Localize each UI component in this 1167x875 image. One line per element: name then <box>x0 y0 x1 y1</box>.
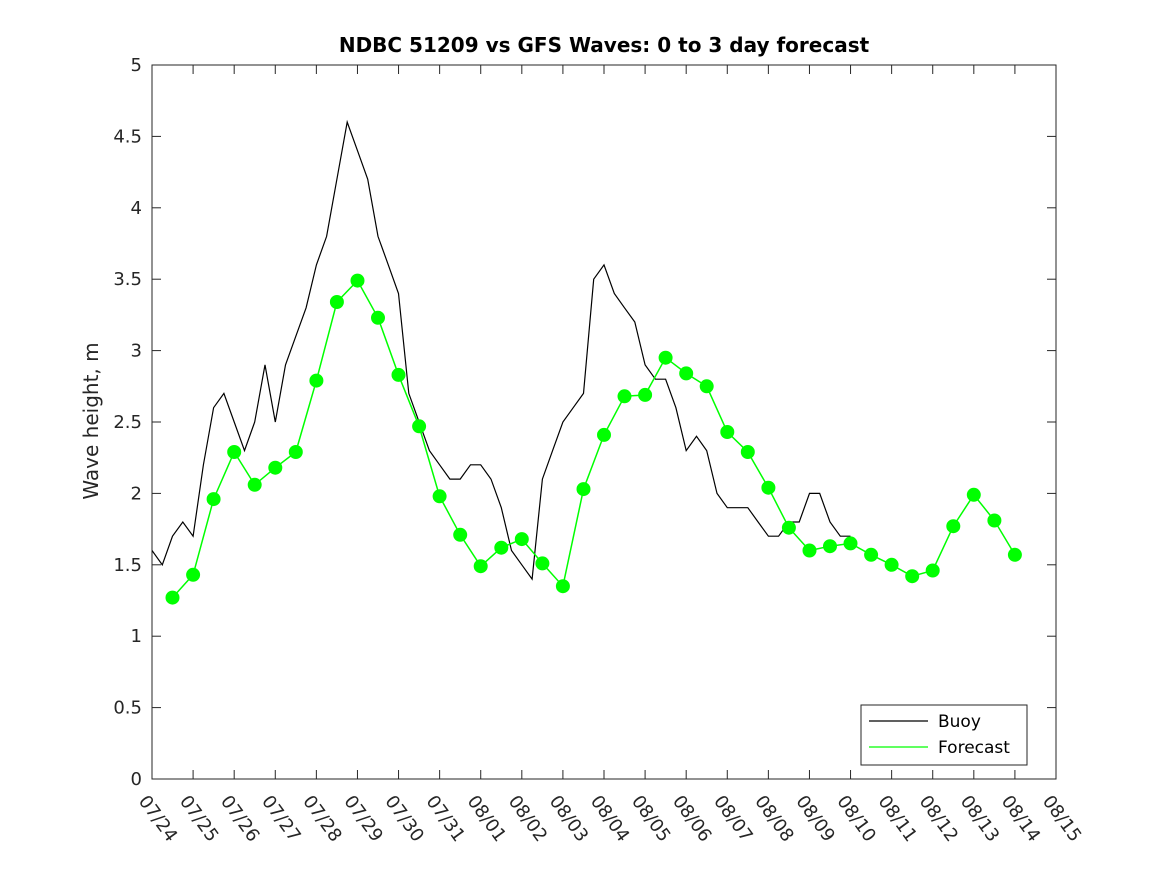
y-axis-label: Wave height, m <box>79 342 103 499</box>
forecast-point <box>391 367 406 382</box>
forecast-point <box>925 563 940 578</box>
forecast-point <box>638 387 653 402</box>
legend: Buoy Forecast <box>860 704 1028 766</box>
forecast-point <box>350 273 365 288</box>
y-tick-label: 2.5 <box>113 412 142 433</box>
forecast-point <box>597 427 611 442</box>
forecast-point <box>1007 547 1022 562</box>
forecast-point <box>720 425 735 439</box>
legend-label-forecast: Forecast <box>938 738 1010 758</box>
forecast-point <box>227 445 242 459</box>
forecast-point <box>329 295 344 309</box>
forecast-point <box>186 567 201 582</box>
forecast-point <box>864 547 879 562</box>
forecast-point <box>576 482 591 497</box>
forecast-point <box>699 379 714 394</box>
forecast-point <box>535 556 550 571</box>
y-tick-label: 3 <box>131 341 142 362</box>
forecast-point <box>761 480 776 495</box>
forecast-point <box>514 532 529 547</box>
legend-box <box>860 704 1028 766</box>
legend-label-buoy: Buoy <box>938 712 981 732</box>
chart-title: NDBC 51209 vs GFS Waves: 0 to 3 day fore… <box>339 33 870 57</box>
forecast-point <box>905 569 920 584</box>
forecast-point <box>206 492 221 507</box>
y-tick-label: 3.5 <box>113 269 142 290</box>
y-tick-label: 0 <box>131 769 142 790</box>
y-tick-label: 0.5 <box>113 698 142 719</box>
y-tick-label: 4.5 <box>113 126 142 147</box>
forecast-point <box>453 527 468 542</box>
data-layer <box>152 119 1022 605</box>
y-tick-label: 1 <box>131 626 142 647</box>
y-tick-label: 4 <box>131 198 142 219</box>
forecast-point <box>843 536 858 551</box>
forecast-point <box>740 445 755 459</box>
forecast-point <box>309 373 324 388</box>
forecast-point <box>247 477 262 492</box>
forecast-point <box>268 460 283 475</box>
y-tick-label: 2 <box>131 483 142 504</box>
forecast-point <box>966 487 981 502</box>
forecast-point <box>946 519 961 534</box>
forecast-point <box>884 557 899 572</box>
forecast-point <box>617 389 632 404</box>
forecast-point <box>432 489 447 504</box>
forecast-point <box>781 520 796 535</box>
forecast-point <box>494 540 509 555</box>
y-tick-label: 1.5 <box>113 555 142 576</box>
forecast-point <box>165 590 180 605</box>
forecast-point <box>555 579 570 594</box>
forecast-point <box>658 350 673 365</box>
forecast-point <box>679 366 694 381</box>
forecast-point <box>823 539 837 554</box>
series-line-buoy <box>152 119 851 581</box>
y-tick-label: 5 <box>131 55 142 76</box>
forecast-point <box>371 310 385 325</box>
forecast-point <box>473 559 488 574</box>
forecast-point <box>802 543 817 558</box>
forecast-point <box>288 445 303 459</box>
forecast-point <box>412 419 427 434</box>
forecast-point <box>987 513 1002 528</box>
